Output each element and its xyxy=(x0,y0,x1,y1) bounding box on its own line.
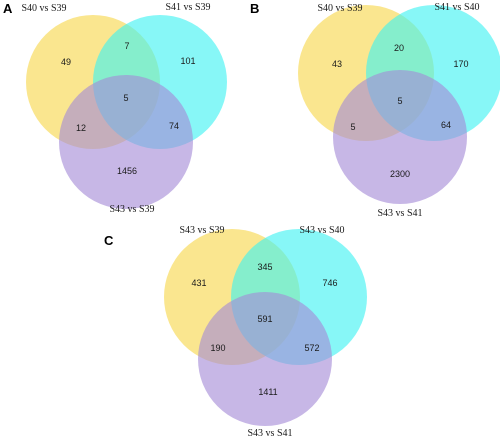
venn-a-count-only-set2: 101 xyxy=(180,56,195,66)
venn-a-count-set2-set3: 74 xyxy=(169,121,179,131)
venn-c-set3-label: S43 vs S41 xyxy=(247,428,292,439)
venn-c-count-only-set3: 1411 xyxy=(258,387,277,397)
venn-c-set1-label: S43 vs S39 xyxy=(179,225,224,236)
venn-c-count-only-set2: 746 xyxy=(322,278,337,288)
venn-a-count-set1-set2: 7 xyxy=(124,41,129,51)
venn-b-count-only-set3: 2300 xyxy=(390,169,410,179)
venn-b-set1-label: S40 vs S39 xyxy=(317,3,362,14)
venn-b-count-set1-set2: 20 xyxy=(394,43,404,53)
venn-a-count-all-three: 5 xyxy=(123,93,128,103)
venn-c-count-set1-set2: 345 xyxy=(257,262,272,272)
venn-a-count-only-set3: 1456 xyxy=(117,166,137,176)
panel-letter-c: C xyxy=(104,233,114,248)
venn-b-set3-label: S43 vs S41 xyxy=(377,208,422,219)
venn-a-set2-label: S41 vs S39 xyxy=(165,2,210,13)
venn-panel-a: A S40 vs S39 S41 vs S39 S43 vs S39 49 10… xyxy=(3,1,227,215)
venn-a-set3-circle xyxy=(59,75,193,209)
venn-a-set1-label: S40 vs S39 xyxy=(21,3,66,14)
venn-b-count-all-three: 5 xyxy=(397,96,402,106)
venn-b-set2-label: S41 vs S40 xyxy=(434,2,479,13)
venn-b-count-only-set2: 170 xyxy=(453,59,468,69)
venn-c-count-set2-set3: 572 xyxy=(304,343,319,353)
venn-c-set3-circle xyxy=(198,292,332,426)
panel-letter-a: A xyxy=(3,1,13,16)
venn-c-count-only-set1: 431 xyxy=(191,278,206,288)
venn-panel-b: B S40 vs S39 S41 vs S40 S43 vs S41 43 17… xyxy=(250,1,500,219)
venn-panel-c: C S43 vs S39 S43 vs S40 S43 vs S41 431 7… xyxy=(104,225,367,439)
venn-b-count-set2-set3: 64 xyxy=(441,120,451,130)
venn-c-set2-label: S43 vs S40 xyxy=(299,225,344,236)
venn-c-count-all-three: 591 xyxy=(257,314,272,324)
venn-c-count-set1-set3: 190 xyxy=(210,343,225,353)
venn-b-count-set1-set3: 5 xyxy=(350,122,355,132)
venn-b-count-only-set1: 43 xyxy=(332,59,342,69)
venn-b-set3-circle xyxy=(333,70,467,204)
venn-a-count-only-set1: 49 xyxy=(61,57,71,67)
venn-a-set3-label: S43 vs S39 xyxy=(109,204,154,215)
venn-a-count-set1-set3: 12 xyxy=(76,123,86,133)
panel-letter-b: B xyxy=(250,1,259,16)
